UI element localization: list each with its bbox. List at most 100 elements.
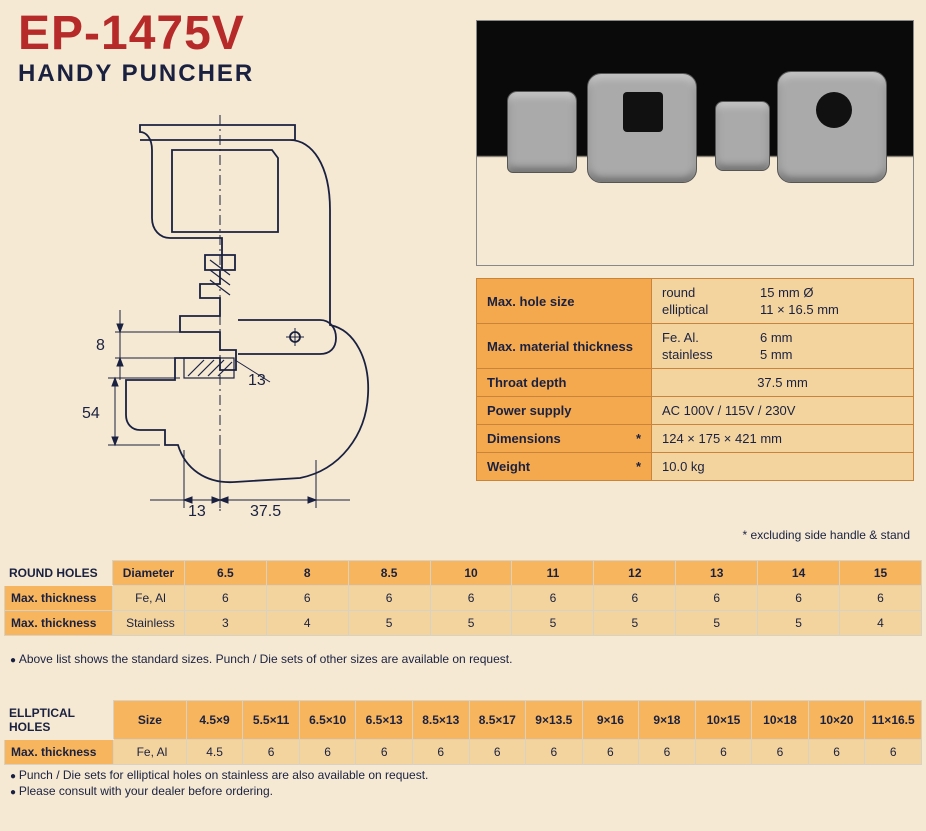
- column-header: 11×16.5: [865, 701, 922, 740]
- technical-diagram: 8 13 54 13 37.5: [60, 110, 390, 520]
- data-cell: 5: [758, 611, 840, 636]
- spec-row: Power supplyAC 100V / 115V / 230V: [477, 397, 913, 425]
- data-cell: 6: [865, 740, 922, 765]
- column-header: 10: [430, 561, 512, 586]
- dim-gap: 8: [96, 337, 105, 354]
- column-header: 6.5: [184, 561, 266, 586]
- data-cell: 5: [512, 611, 594, 636]
- table-title: ELLPTICAL HOLES: [5, 701, 114, 740]
- data-cell: 6: [594, 586, 676, 611]
- data-cell: 6: [758, 586, 840, 611]
- column-header: 4.5×9: [186, 701, 243, 740]
- spec-value: 37.5 mm: [652, 369, 913, 396]
- column-header: 12: [594, 561, 676, 586]
- data-cell: 6: [695, 740, 752, 765]
- data-cell: 4.5: [186, 740, 243, 765]
- die-part-1: [507, 91, 577, 173]
- spec-value: Fe. Al.6 mmstainless5 mm: [652, 324, 913, 368]
- column-header: 5.5×11: [243, 701, 300, 740]
- data-cell: 6: [266, 586, 348, 611]
- column-header: 6.5×10: [299, 701, 356, 740]
- spec-label: Max. material thickness: [477, 324, 652, 368]
- data-cell: 6: [840, 586, 922, 611]
- round-holes-note: Above list shows the standard sizes. Pun…: [10, 652, 512, 666]
- data-cell: 6: [582, 740, 639, 765]
- title-block: EP-1475V HANDY PUNCHER: [18, 10, 254, 88]
- data-cell: 6: [512, 586, 594, 611]
- die-part-2: [587, 73, 697, 183]
- spec-row: Weight*10.0 kg: [477, 453, 913, 480]
- asterisk-icon: *: [636, 431, 641, 446]
- data-cell: 6: [808, 740, 865, 765]
- spec-label: Max. hole size: [477, 279, 652, 323]
- data-cell: 5: [430, 611, 512, 636]
- asterisk-icon: *: [636, 459, 641, 474]
- dim-throat-height: 54: [82, 405, 100, 422]
- spec-value: round15 mm Øelliptical11 × 16.5 mm: [652, 279, 913, 323]
- data-cell: 4: [266, 611, 348, 636]
- data-cell: 5: [594, 611, 676, 636]
- column-header: 10×15: [695, 701, 752, 740]
- col-header-label: Size: [114, 701, 187, 740]
- data-cell: 6: [639, 740, 696, 765]
- column-header: 9×16: [582, 701, 639, 740]
- data-cell: 6: [412, 740, 469, 765]
- spec-label: Throat depth: [477, 369, 652, 396]
- column-header: 8: [266, 561, 348, 586]
- column-header: 8.5: [348, 561, 430, 586]
- data-cell: 6: [676, 586, 758, 611]
- product-subtitle: HANDY PUNCHER: [18, 60, 254, 88]
- data-cell: 6: [752, 740, 809, 765]
- elliptical-holes-note-1: Punch / Die sets for elliptical holes on…: [10, 768, 428, 782]
- model-number: EP-1475V: [18, 10, 254, 58]
- column-header: 8.5×17: [469, 701, 526, 740]
- column-header: 6.5×13: [356, 701, 413, 740]
- data-cell: 6: [299, 740, 356, 765]
- product-photo: [476, 20, 914, 266]
- row-subhead: Stainless: [112, 611, 184, 636]
- data-cell: 6: [184, 586, 266, 611]
- spec-label: Weight*: [477, 453, 652, 480]
- column-header: 9×13.5: [526, 701, 583, 740]
- spec-value: AC 100V / 115V / 230V: [652, 397, 913, 424]
- spec-table: Max. hole sizeround15 mm Øelliptical11 ×…: [476, 278, 914, 481]
- spec-row: Throat depth37.5 mm: [477, 369, 913, 397]
- data-cell: 6: [243, 740, 300, 765]
- column-header: 9×18: [639, 701, 696, 740]
- column-header: 13: [676, 561, 758, 586]
- row-head: Max. thickness: [5, 611, 113, 636]
- data-cell: 4: [840, 611, 922, 636]
- spec-value: 124 × 175 × 421 mm: [652, 425, 913, 452]
- data-cell: 6: [430, 586, 512, 611]
- data-cell: 6: [356, 740, 413, 765]
- col-header-label: Diameter: [112, 561, 184, 586]
- column-header: 11: [512, 561, 594, 586]
- column-header: 14: [758, 561, 840, 586]
- data-cell: 3: [184, 611, 266, 636]
- dim-punch-width: 13: [188, 503, 206, 520]
- spec-row: Max. hole sizeround15 mm Øelliptical11 ×…: [477, 279, 913, 324]
- data-cell: 6: [469, 740, 526, 765]
- column-header: 8.5×13: [412, 701, 469, 740]
- spec-row: Dimensions*124 × 175 × 421 mm: [477, 425, 913, 453]
- row-subhead: Fe, Al: [112, 586, 184, 611]
- column-header: 15: [840, 561, 922, 586]
- data-cell: 6: [348, 586, 430, 611]
- column-header: 10×18: [752, 701, 809, 740]
- spec-label: Power supply: [477, 397, 652, 424]
- spec-footnote: * excluding side handle & stand: [743, 528, 910, 542]
- spec-value: 10.0 kg: [652, 453, 913, 480]
- die-part-4: [777, 71, 887, 183]
- elliptical-holes-table: ELLPTICAL HOLESSize4.5×95.5×116.5×106.5×…: [4, 700, 922, 765]
- row-head: Max. thickness: [5, 586, 113, 611]
- column-header: 10×20: [808, 701, 865, 740]
- die-part-3: [715, 101, 770, 171]
- data-cell: 5: [348, 611, 430, 636]
- dim-die-width: 13: [248, 372, 266, 389]
- spec-label: Dimensions*: [477, 425, 652, 452]
- data-cell: 5: [676, 611, 758, 636]
- round-holes-table: ROUND HOLESDiameter6.588.5101112131415Ma…: [4, 560, 922, 636]
- dim-throat-depth: 37.5: [250, 503, 281, 520]
- spec-row: Max. material thicknessFe. Al.6 mmstainl…: [477, 324, 913, 369]
- row-subhead: Fe, Al: [114, 740, 187, 765]
